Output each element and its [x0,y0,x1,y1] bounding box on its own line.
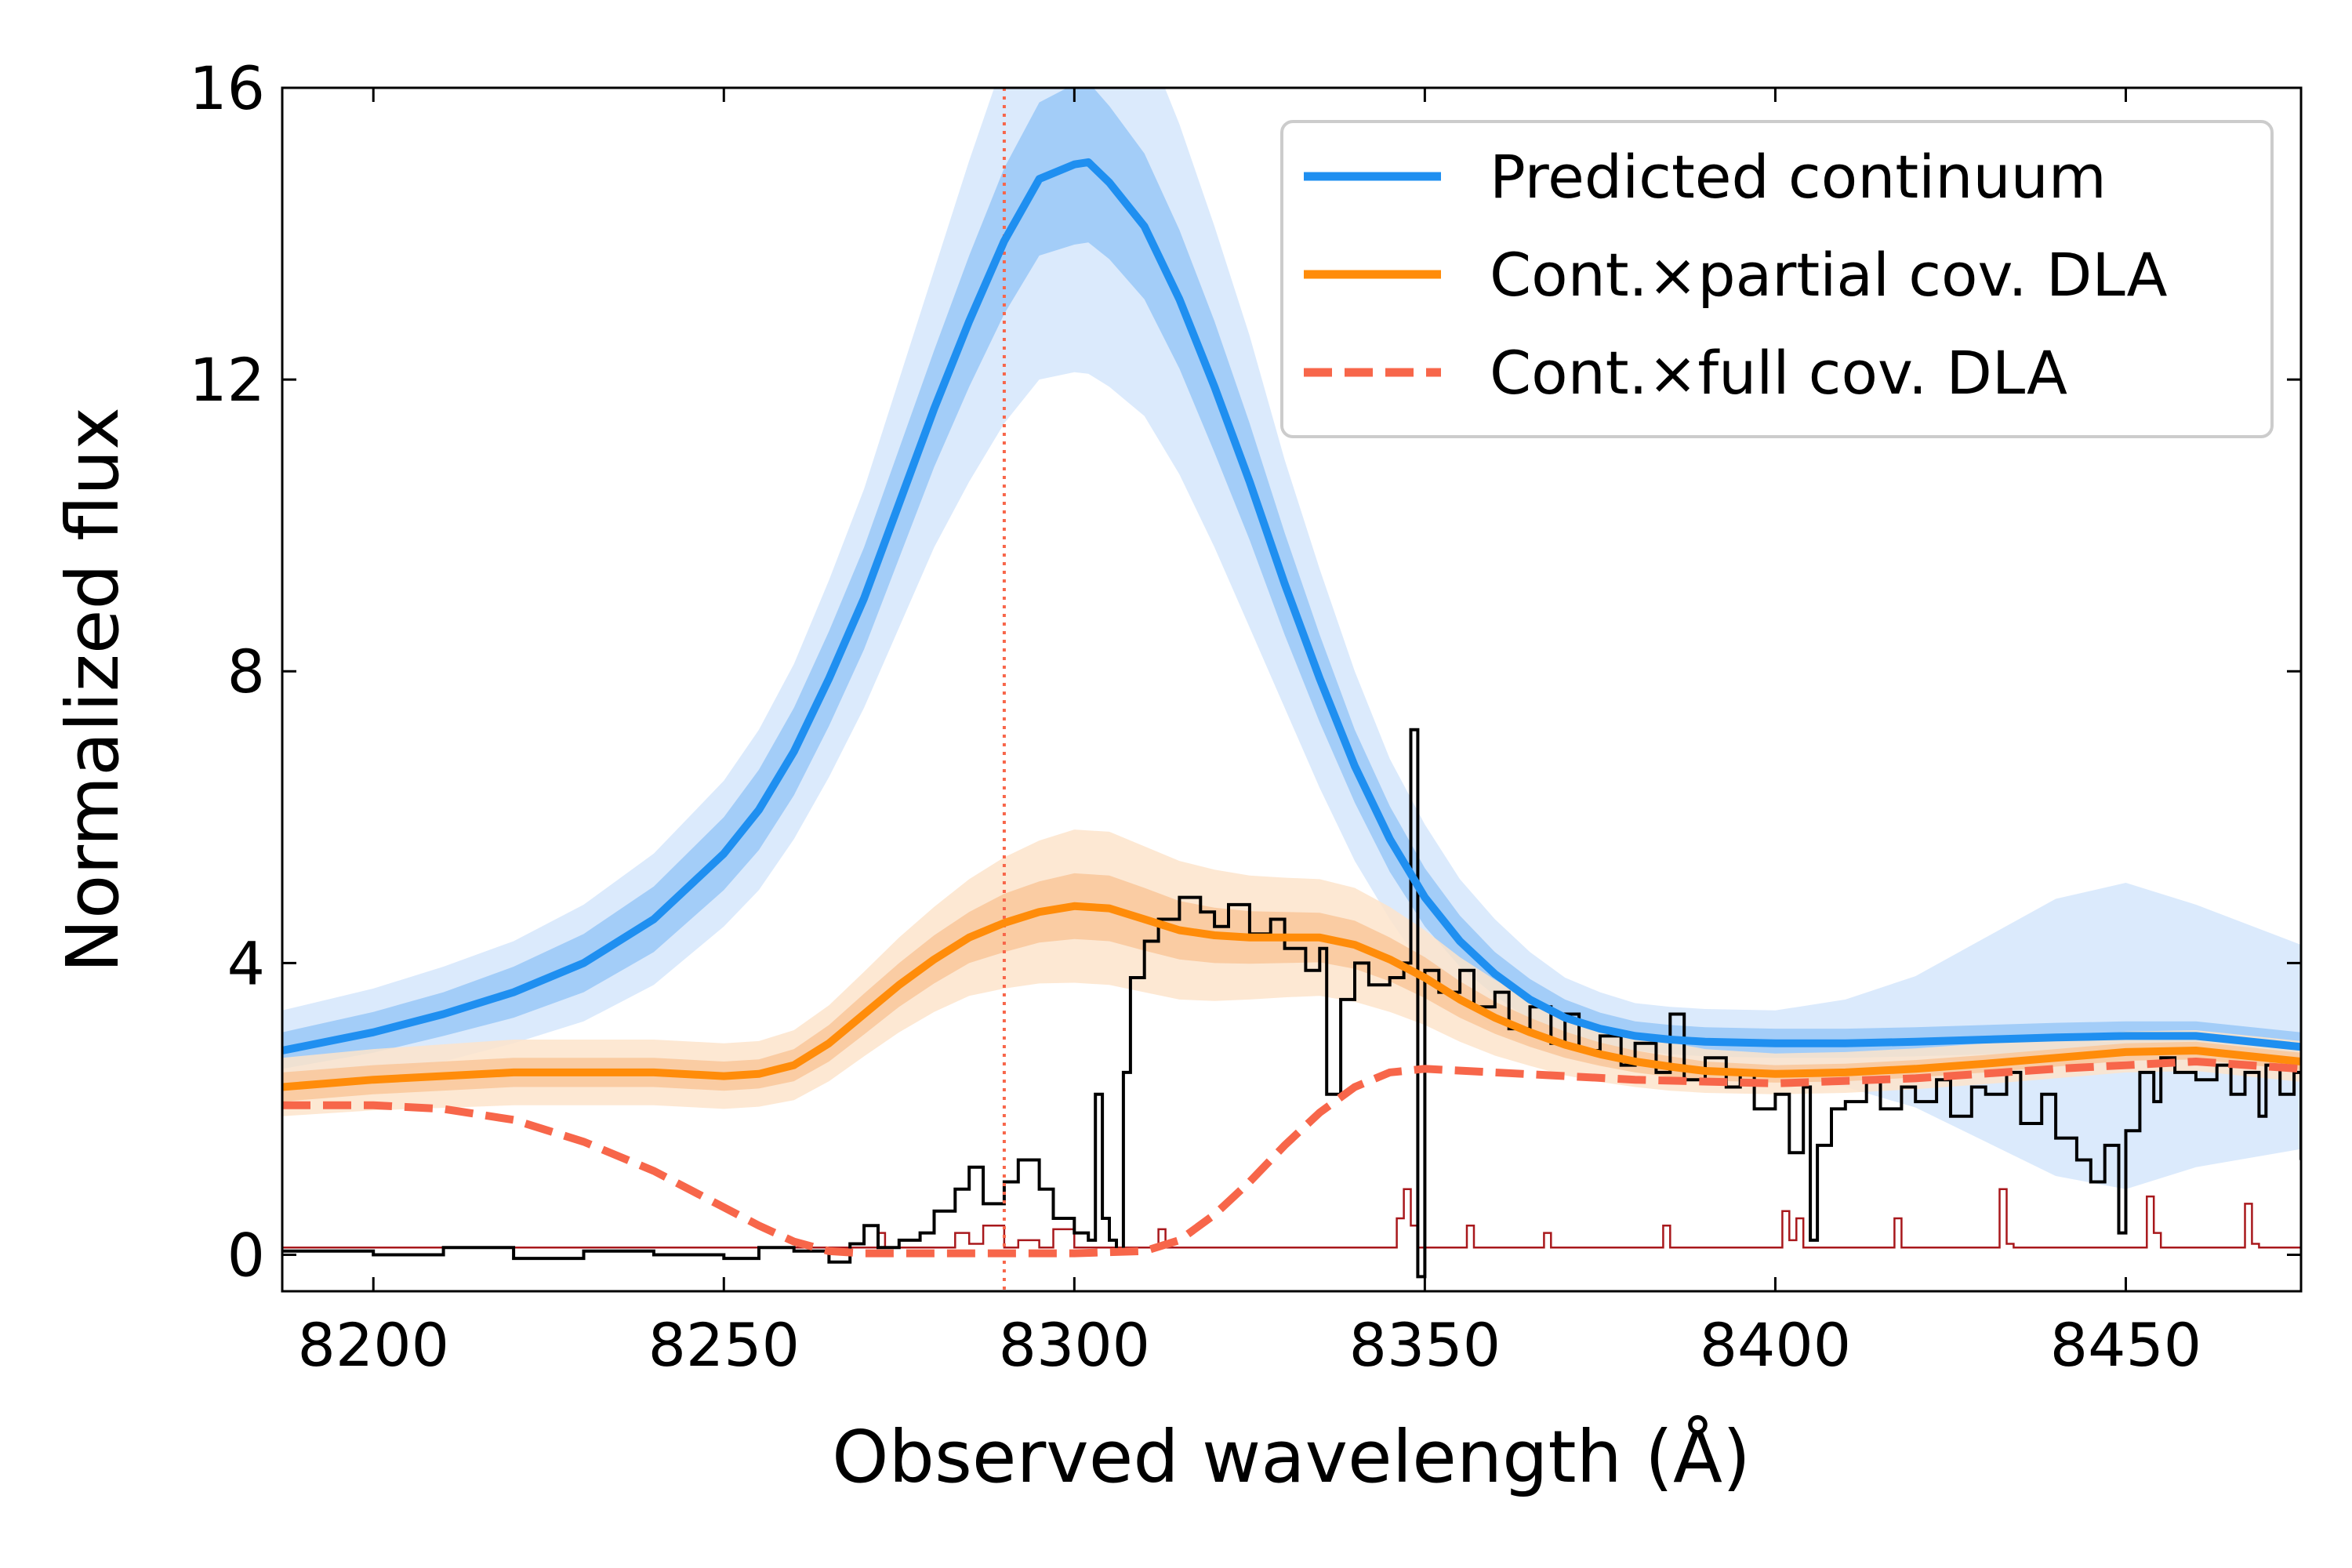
legend-box [1280,120,2274,438]
plot-area [282,88,2301,1291]
x-tick-label: 8400 [1700,1310,1851,1380]
y-tick-label: 12 [189,345,265,415]
y-tick-label: 4 [227,928,265,998]
y-tick-label: 16 [189,53,265,123]
data-lines [282,88,2301,1291]
plot-frame [281,86,2303,1293]
y-tick-label: 8 [227,637,265,706]
error-spectrum-line [282,1188,2301,1249]
continuum-band-inner [282,88,2301,1069]
partial-band-outer [282,829,2301,1116]
y-axis-label: Normalized flux [51,407,135,973]
x-tick-label: 8200 [298,1310,449,1380]
x-tick-label: 8350 [1349,1310,1501,1380]
x-tick-label: 8300 [999,1310,1150,1380]
legend-label-continuum: Predicted continuum [1490,142,2107,212]
axis-ticks: 8200 8250 8300 8350 8400 8450 0 4 8 12 16 [189,53,2301,1380]
continuum-line [282,158,2301,1054]
x-tick-label: 8250 [648,1310,800,1380]
full-coverage-dashed-line [282,1057,2301,1258]
x-tick-label: 8450 [2050,1310,2201,1380]
x-axis-label: Observed wavelength (Å) [832,1414,1751,1499]
partial-coverage-line [282,902,2301,1091]
partial-band-inner [282,873,2301,1102]
legend-label-full: Cont.×full cov. DLA [1490,338,2067,408]
uncertainty-bands [282,88,2301,1189]
y-tick-label: 0 [227,1220,265,1290]
legend-label-partial: Cont.×partial cov. DLA [1490,240,2167,310]
legend: Predicted continuum Cont.×partial cov. D… [1280,120,2274,438]
